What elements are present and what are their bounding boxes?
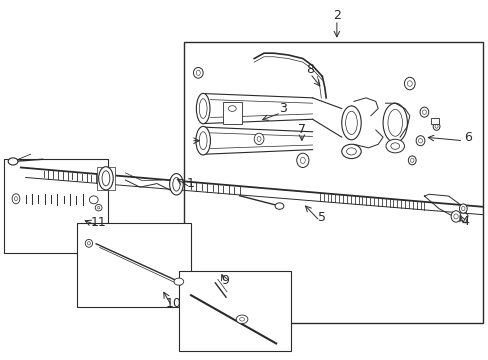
- Ellipse shape: [300, 157, 305, 163]
- Text: 2: 2: [332, 9, 340, 22]
- Ellipse shape: [419, 107, 428, 117]
- Ellipse shape: [450, 211, 460, 222]
- Ellipse shape: [172, 177, 180, 191]
- Ellipse shape: [432, 122, 439, 130]
- Ellipse shape: [407, 156, 415, 165]
- Ellipse shape: [99, 167, 113, 190]
- Ellipse shape: [296, 153, 308, 167]
- Text: 6: 6: [463, 131, 471, 144]
- Ellipse shape: [254, 133, 264, 145]
- Ellipse shape: [418, 139, 422, 143]
- Ellipse shape: [15, 197, 18, 201]
- Bar: [77, 223, 191, 307]
- Ellipse shape: [341, 106, 361, 140]
- Bar: [97, 167, 115, 190]
- Bar: [4, 158, 108, 253]
- Ellipse shape: [199, 99, 206, 118]
- Text: 1: 1: [187, 177, 195, 190]
- Text: 3: 3: [279, 102, 287, 115]
- Circle shape: [239, 318, 244, 321]
- Ellipse shape: [387, 109, 402, 136]
- Ellipse shape: [199, 132, 206, 150]
- Ellipse shape: [95, 204, 102, 211]
- Ellipse shape: [409, 158, 413, 162]
- Ellipse shape: [193, 67, 203, 78]
- Ellipse shape: [461, 206, 464, 211]
- Text: 10: 10: [166, 297, 182, 310]
- Circle shape: [275, 203, 284, 209]
- Ellipse shape: [102, 171, 110, 186]
- Ellipse shape: [97, 206, 100, 209]
- Ellipse shape: [415, 136, 424, 146]
- Ellipse shape: [12, 194, 20, 204]
- Ellipse shape: [453, 214, 457, 219]
- Circle shape: [174, 278, 183, 285]
- Bar: [183, 42, 482, 323]
- Ellipse shape: [196, 70, 200, 76]
- Text: 7: 7: [297, 123, 305, 136]
- Ellipse shape: [385, 139, 404, 153]
- Ellipse shape: [196, 126, 210, 155]
- Text: 5: 5: [318, 211, 325, 224]
- Circle shape: [8, 158, 18, 165]
- Ellipse shape: [87, 242, 90, 245]
- Ellipse shape: [458, 204, 466, 213]
- Ellipse shape: [346, 148, 356, 155]
- Text: 4: 4: [461, 215, 468, 228]
- Bar: [179, 271, 290, 351]
- Bar: [222, 102, 242, 123]
- Ellipse shape: [382, 103, 407, 143]
- Ellipse shape: [85, 239, 92, 247]
- Ellipse shape: [390, 143, 399, 149]
- Ellipse shape: [404, 77, 414, 90]
- Circle shape: [236, 315, 247, 324]
- Ellipse shape: [196, 93, 209, 124]
- Text: 8: 8: [305, 63, 313, 76]
- Text: 11: 11: [91, 216, 106, 229]
- Ellipse shape: [257, 136, 261, 141]
- Ellipse shape: [89, 196, 98, 204]
- Ellipse shape: [434, 125, 437, 128]
- Bar: [430, 118, 438, 123]
- Ellipse shape: [422, 110, 426, 114]
- Ellipse shape: [407, 81, 411, 86]
- Text: 9: 9: [221, 274, 228, 287]
- Ellipse shape: [341, 144, 361, 158]
- Ellipse shape: [345, 111, 357, 134]
- Ellipse shape: [169, 174, 183, 195]
- Circle shape: [228, 106, 236, 111]
